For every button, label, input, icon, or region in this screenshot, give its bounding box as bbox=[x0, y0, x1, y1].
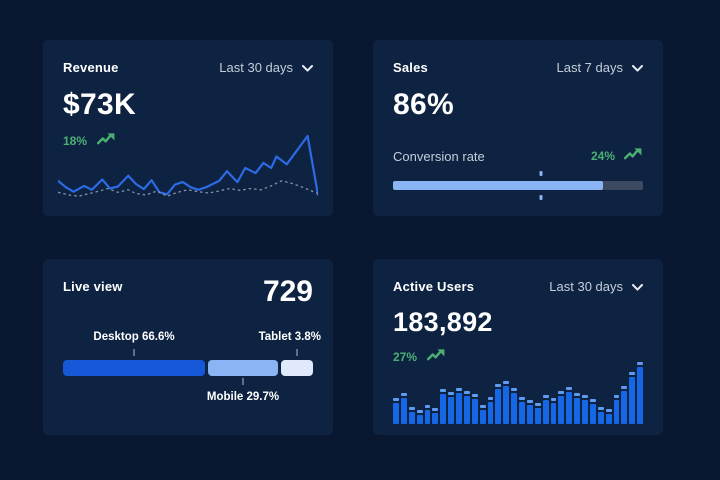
bar bbox=[511, 388, 517, 424]
bar bbox=[597, 407, 604, 424]
tablet-segment bbox=[281, 360, 313, 376]
sales-card-header: Sales Last 7 days bbox=[393, 60, 643, 75]
revenue-value: $73K bbox=[63, 88, 136, 121]
active-users-card-header: Active Users Last 30 days bbox=[393, 279, 643, 294]
trending-up-icon bbox=[426, 348, 446, 366]
active-users-delta-row: 27% bbox=[393, 348, 643, 366]
conversion-progress-bar bbox=[393, 171, 643, 200]
bar bbox=[550, 398, 557, 424]
sales-range-label: Last 7 days bbox=[556, 60, 624, 75]
active-users-card: Active Users Last 30 days 183,892 27% bbox=[373, 259, 663, 435]
device-breakdown-chart: Desktop 66.6% Tablet 3.8% Mobile 29.7% bbox=[63, 331, 321, 403]
revenue-line-chart bbox=[56, 128, 320, 202]
revenue-range-dropdown[interactable]: Last 30 days bbox=[219, 60, 313, 75]
progress-fill bbox=[393, 181, 603, 190]
bar bbox=[487, 397, 494, 424]
desktop-segment-label: Desktop 66.6% bbox=[93, 331, 175, 343]
bar bbox=[503, 381, 510, 424]
bar bbox=[432, 408, 439, 424]
conversion-rate-delta-group: 24% bbox=[591, 147, 643, 165]
bar bbox=[495, 384, 502, 424]
bar bbox=[526, 400, 533, 424]
live-view-header: Live view 729 bbox=[63, 275, 313, 309]
chevron-down-icon bbox=[302, 60, 313, 75]
bar bbox=[393, 398, 399, 424]
bar bbox=[558, 391, 565, 424]
stacked-bar bbox=[63, 360, 313, 376]
bar bbox=[440, 389, 447, 424]
bar bbox=[605, 409, 612, 424]
bar bbox=[574, 393, 580, 424]
desktop-segment bbox=[63, 360, 205, 376]
tablet-tick bbox=[296, 349, 298, 356]
mobile-segment-label: Mobile 29.7% bbox=[206, 391, 280, 403]
mobile-tick bbox=[242, 378, 244, 385]
live-view-value: 729 bbox=[262, 275, 313, 308]
chevron-down-icon bbox=[632, 279, 643, 294]
bar bbox=[637, 362, 643, 424]
bar bbox=[424, 405, 431, 424]
bar bbox=[621, 386, 628, 424]
active-users-title: Active Users bbox=[393, 279, 475, 294]
bar bbox=[471, 394, 478, 424]
live-view-card: Live view 729 Desktop 66.6% Tablet 3.8% … bbox=[43, 259, 333, 435]
active-users-range-dropdown[interactable]: Last 30 days bbox=[549, 279, 643, 294]
revenue-card: Revenue Last 30 days $73K 18% bbox=[43, 40, 333, 216]
trending-up-icon bbox=[623, 147, 643, 165]
active-users-bar-chart bbox=[393, 360, 643, 424]
active-users-value: 183,892 bbox=[393, 307, 493, 337]
bar bbox=[400, 393, 407, 424]
conversion-rate-delta: 24% bbox=[590, 149, 615, 163]
bar bbox=[589, 399, 596, 424]
bar bbox=[456, 388, 462, 424]
bar bbox=[613, 395, 620, 424]
revenue-card-header: Revenue Last 30 days bbox=[63, 60, 313, 75]
sales-range-dropdown[interactable]: Last 7 days bbox=[556, 60, 643, 75]
conversion-rate-row: Conversion rate 24% bbox=[393, 147, 643, 165]
active-users-delta: 27% bbox=[393, 350, 418, 364]
chevron-down-icon bbox=[632, 60, 643, 75]
bar bbox=[416, 410, 423, 424]
tablet-segment-label: Tablet 3.8% bbox=[258, 331, 321, 343]
live-view-title: Live view bbox=[63, 279, 123, 294]
dashboard-grid: Revenue Last 30 days $73K 18% Sales Last… bbox=[43, 40, 663, 435]
bar bbox=[463, 391, 470, 424]
revenue-delta: 18% bbox=[63, 134, 88, 148]
mobile-segment bbox=[208, 360, 278, 376]
sales-card: Sales Last 7 days 86% Conversion rate 24… bbox=[373, 40, 663, 216]
bar bbox=[542, 395, 549, 424]
bar bbox=[448, 392, 454, 424]
active-users-range-label: Last 30 days bbox=[549, 279, 623, 294]
trending-up-icon bbox=[96, 132, 116, 150]
sales-value: 86% bbox=[393, 88, 454, 121]
bar bbox=[479, 405, 486, 424]
bar bbox=[519, 397, 525, 424]
desktop-tick bbox=[133, 349, 135, 356]
bar bbox=[534, 403, 541, 424]
progress-marker-bottom bbox=[539, 195, 542, 200]
bar bbox=[582, 395, 588, 424]
bar bbox=[566, 387, 573, 424]
conversion-rate-label: Conversion rate bbox=[393, 148, 485, 164]
revenue-title: Revenue bbox=[63, 60, 119, 75]
bar bbox=[629, 372, 636, 424]
bar bbox=[408, 407, 415, 424]
sales-title: Sales bbox=[393, 60, 428, 75]
progress-marker-top bbox=[539, 171, 542, 176]
progress-track bbox=[393, 181, 643, 190]
revenue-delta-row: 18% bbox=[63, 132, 313, 150]
revenue-range-label: Last 30 days bbox=[219, 60, 293, 75]
